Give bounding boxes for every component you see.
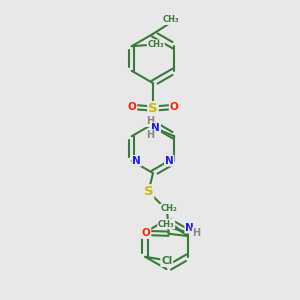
Text: O: O [169,102,178,112]
Text: CH₃: CH₃ [147,40,164,49]
Text: CH₃: CH₃ [158,220,175,229]
Text: S: S [148,102,158,115]
Text: N: N [151,123,160,133]
Text: O: O [128,102,136,112]
Text: S: S [144,185,153,198]
Text: CH₃: CH₃ [163,15,179,24]
Text: N: N [165,156,174,166]
Text: N: N [132,156,141,166]
Text: Cl: Cl [161,256,172,266]
Text: H: H [146,116,154,126]
Text: CH₂: CH₂ [160,204,177,213]
Text: H: H [192,228,201,238]
Text: O: O [142,228,151,238]
Text: N: N [185,223,194,233]
Text: H: H [146,130,154,140]
